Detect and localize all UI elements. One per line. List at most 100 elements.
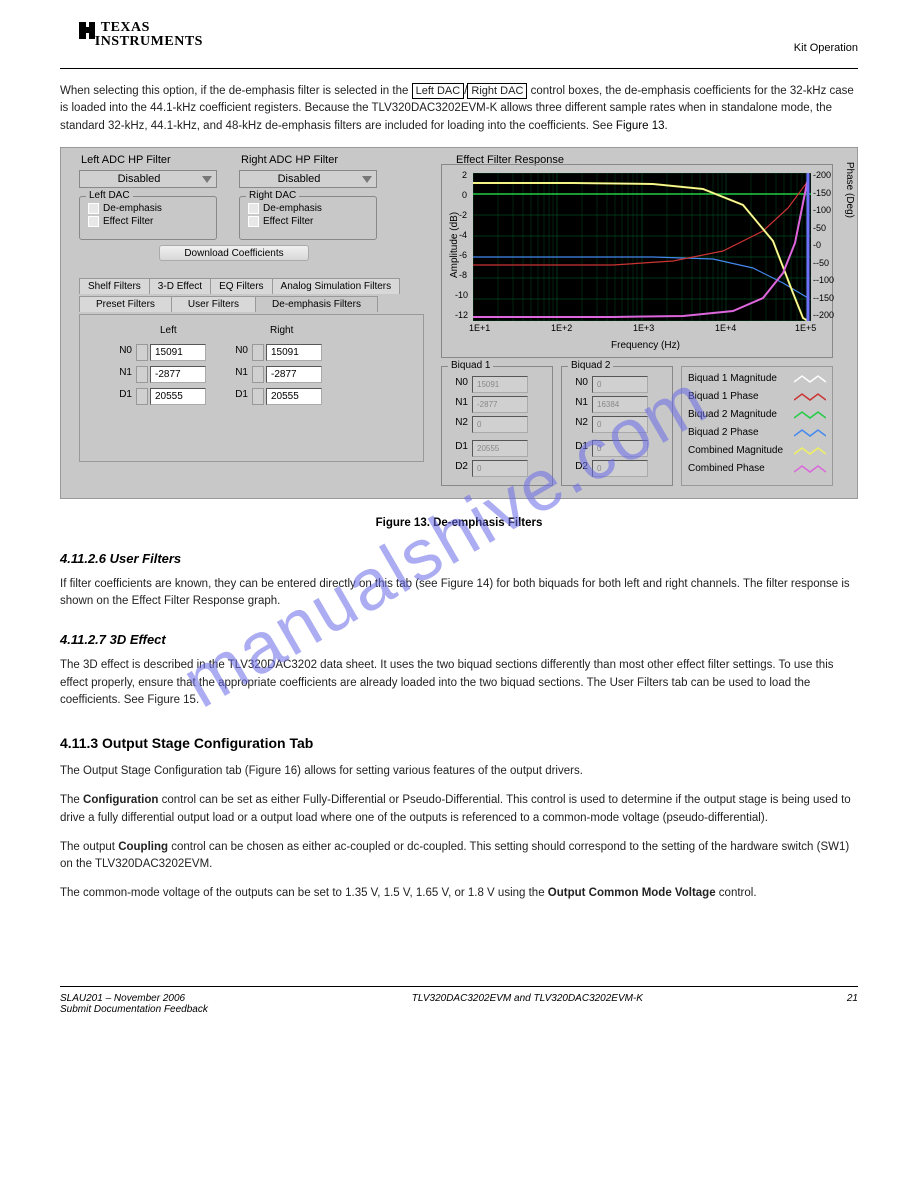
- sec-3d-h: 4.11.2.7 3D Effect: [60, 632, 858, 647]
- right-dac-group: Right DAC De-emphasis Effect Filter: [239, 196, 377, 240]
- yl-tick-2: -2: [459, 210, 467, 220]
- footer: SLAU201 – November 2006 Submit Documenta…: [60, 986, 858, 1015]
- left-d1-input[interactable]: 20555: [150, 388, 206, 405]
- yr-tick-8: --200: [813, 310, 834, 320]
- right-n0-input[interactable]: 15091: [266, 344, 322, 361]
- bq1-n1-v: -2877: [472, 396, 528, 413]
- bq2-d1-v: 0: [592, 440, 648, 457]
- bq2-n0-l: N0: [568, 377, 588, 388]
- yr-tick-4: -0: [813, 240, 821, 250]
- sec-output-h: 4.11.3 Output Stage Configuration Tab: [60, 735, 858, 751]
- x-axis-label: Frequency (Hz): [611, 340, 680, 351]
- lg-2-sw: [794, 409, 826, 421]
- bq2-d2-v: 0: [592, 460, 648, 477]
- yr-tick-7: --150: [813, 293, 834, 303]
- left-d1-label: D1: [112, 389, 132, 400]
- lg-4-sw: [794, 445, 826, 457]
- bq1-d2-v: 0: [472, 460, 528, 477]
- yl-tick-3: -4: [459, 230, 467, 240]
- left-adc-hp-label: Left ADC HP Filter: [81, 154, 171, 166]
- left-n0-input[interactable]: 15091: [150, 344, 206, 361]
- y-left-axis-label: Amplitude (dB): [449, 212, 460, 278]
- sec-user-h: 4.11.2.6 User Filters: [60, 551, 858, 566]
- lg-5: Combined Phase: [688, 463, 765, 474]
- right-dac-deemph-check[interactable]: De-emphasis: [248, 203, 376, 214]
- header-row: TEXAS INSTRUMENTS Kit Operation: [60, 20, 858, 60]
- tab-analog-sim[interactable]: Analog Simulation Filters: [272, 278, 401, 294]
- bq2-n0-v: 0: [592, 376, 648, 393]
- left-n0-spinner[interactable]: [136, 344, 148, 361]
- footer-page: 21: [847, 993, 858, 1015]
- tab-eq-filters[interactable]: EQ Filters: [210, 278, 272, 294]
- right-dac-effect-check[interactable]: Effect Filter: [248, 216, 376, 227]
- bq2-n1-v: 16384: [592, 396, 648, 413]
- lg-3: Biquad 2 Phase: [688, 427, 759, 438]
- tab-shelf-filters[interactable]: Shelf Filters: [79, 278, 150, 294]
- tab-preset-filters[interactable]: Preset Filters: [79, 296, 172, 312]
- tab-content: Left Right N0 15091 N1 -2877 D1 20555 N0…: [79, 314, 424, 462]
- lg-0-sw: [794, 373, 826, 385]
- yl-tick-1: 0: [462, 190, 467, 200]
- right-n0-spinner[interactable]: [252, 344, 264, 361]
- left-dac-effect-check[interactable]: Effect Filter: [88, 216, 216, 227]
- bq2-d2-l: D2: [568, 461, 588, 472]
- tab-deemphasis-filters[interactable]: De-emphasis Filters: [255, 296, 378, 312]
- right-dac-title: Right DAC: [246, 190, 299, 201]
- sec-3d-p: The 3D effect is described in the TLV320…: [60, 657, 858, 709]
- left-dac-deemph-check[interactable]: De-emphasis: [88, 203, 216, 214]
- left-dac-box: Left DAC: [412, 83, 465, 99]
- yr-tick-2: -100: [813, 205, 831, 215]
- figure-caption: Figure 13. De-emphasis Filters: [60, 517, 858, 529]
- tab-bar-row1: Shelf Filters 3-D Effect EQ Filters Anal…: [79, 278, 399, 294]
- footer-left: SLAU201 – November 2006: [60, 993, 208, 1004]
- x-tick-1: 1E+2: [551, 323, 572, 333]
- sec-output-p3: The output Coupling control can be chose…: [60, 839, 858, 874]
- logo-instruments: INSTRUMENTS: [95, 34, 203, 50]
- left-n1-input[interactable]: -2877: [150, 366, 206, 383]
- col-right-head: Right: [270, 325, 293, 336]
- left-n0-label: N0: [112, 345, 132, 356]
- right-d1-input[interactable]: 20555: [266, 388, 322, 405]
- sec-output-p2: The Configuration control can be set as …: [60, 792, 858, 827]
- bq1-d2-l: D2: [448, 461, 468, 472]
- download-coefficients-button[interactable]: Download Coefficients: [159, 245, 309, 261]
- tab-bar-row2: Preset Filters User Filters De-emphasis …: [79, 296, 377, 312]
- footer-submit[interactable]: Submit Documentation Feedback: [60, 1004, 208, 1015]
- yl-tick-6: -10: [455, 290, 468, 300]
- x-tick-2: 1E+3: [633, 323, 654, 333]
- right-d1-label: D1: [228, 389, 248, 400]
- bq1-n2-v: 0: [472, 416, 528, 433]
- lg-2: Biquad 2 Magnitude: [688, 409, 777, 420]
- ti-logo: TEXAS INSTRUMENTS: [78, 20, 203, 50]
- y-right-axis-label: Phase (Deg): [844, 162, 855, 218]
- left-n1-spinner[interactable]: [136, 366, 148, 383]
- left-n1-label: N1: [112, 367, 132, 378]
- yl-tick-4: -6: [459, 250, 467, 260]
- x-tick-4: 1E+5: [795, 323, 816, 333]
- legend-box: Biquad 1 Magnitude Biquad 1 Phase Biquad…: [681, 366, 833, 486]
- bq1-n0-l: N0: [448, 377, 468, 388]
- left-dac-title: Left DAC: [86, 190, 133, 201]
- x-tick-3: 1E+4: [715, 323, 736, 333]
- screenshot-panel: Left ADC HP Filter Disabled Right ADC HP…: [60, 147, 858, 499]
- yl-tick-7: -12: [455, 310, 468, 320]
- ti-chip-icon: [78, 20, 96, 41]
- intro-paragraph: When selecting this option, if the de-em…: [60, 83, 858, 135]
- left-adc-dropdown[interactable]: Disabled: [79, 170, 217, 188]
- right-d1-spinner[interactable]: [252, 388, 264, 405]
- biquad1-title: Biquad 1: [448, 360, 493, 371]
- biquad1-group: Biquad 1 N0 15091 N1 -2877 N2 0 D1 20555…: [441, 366, 553, 486]
- tab-3d-effect[interactable]: 3-D Effect: [149, 278, 211, 294]
- right-n1-spinner[interactable]: [252, 366, 264, 383]
- p1d: .: [665, 120, 668, 132]
- x-tick-0: 1E+1: [469, 323, 490, 333]
- left-d1-spinner[interactable]: [136, 388, 148, 405]
- bq2-n2-v: 0: [592, 416, 648, 433]
- bq2-n2-l: N2: [568, 417, 588, 428]
- lg-3-sw: [794, 427, 826, 439]
- right-n1-input[interactable]: -2877: [266, 366, 322, 383]
- p1a: When selecting this option, if the de-em…: [60, 85, 412, 97]
- right-adc-dropdown[interactable]: Disabled: [239, 170, 377, 188]
- tab-user-filters[interactable]: User Filters: [171, 296, 256, 312]
- sec-output-p1: The Output Stage Configuration tab (Figu…: [60, 763, 858, 780]
